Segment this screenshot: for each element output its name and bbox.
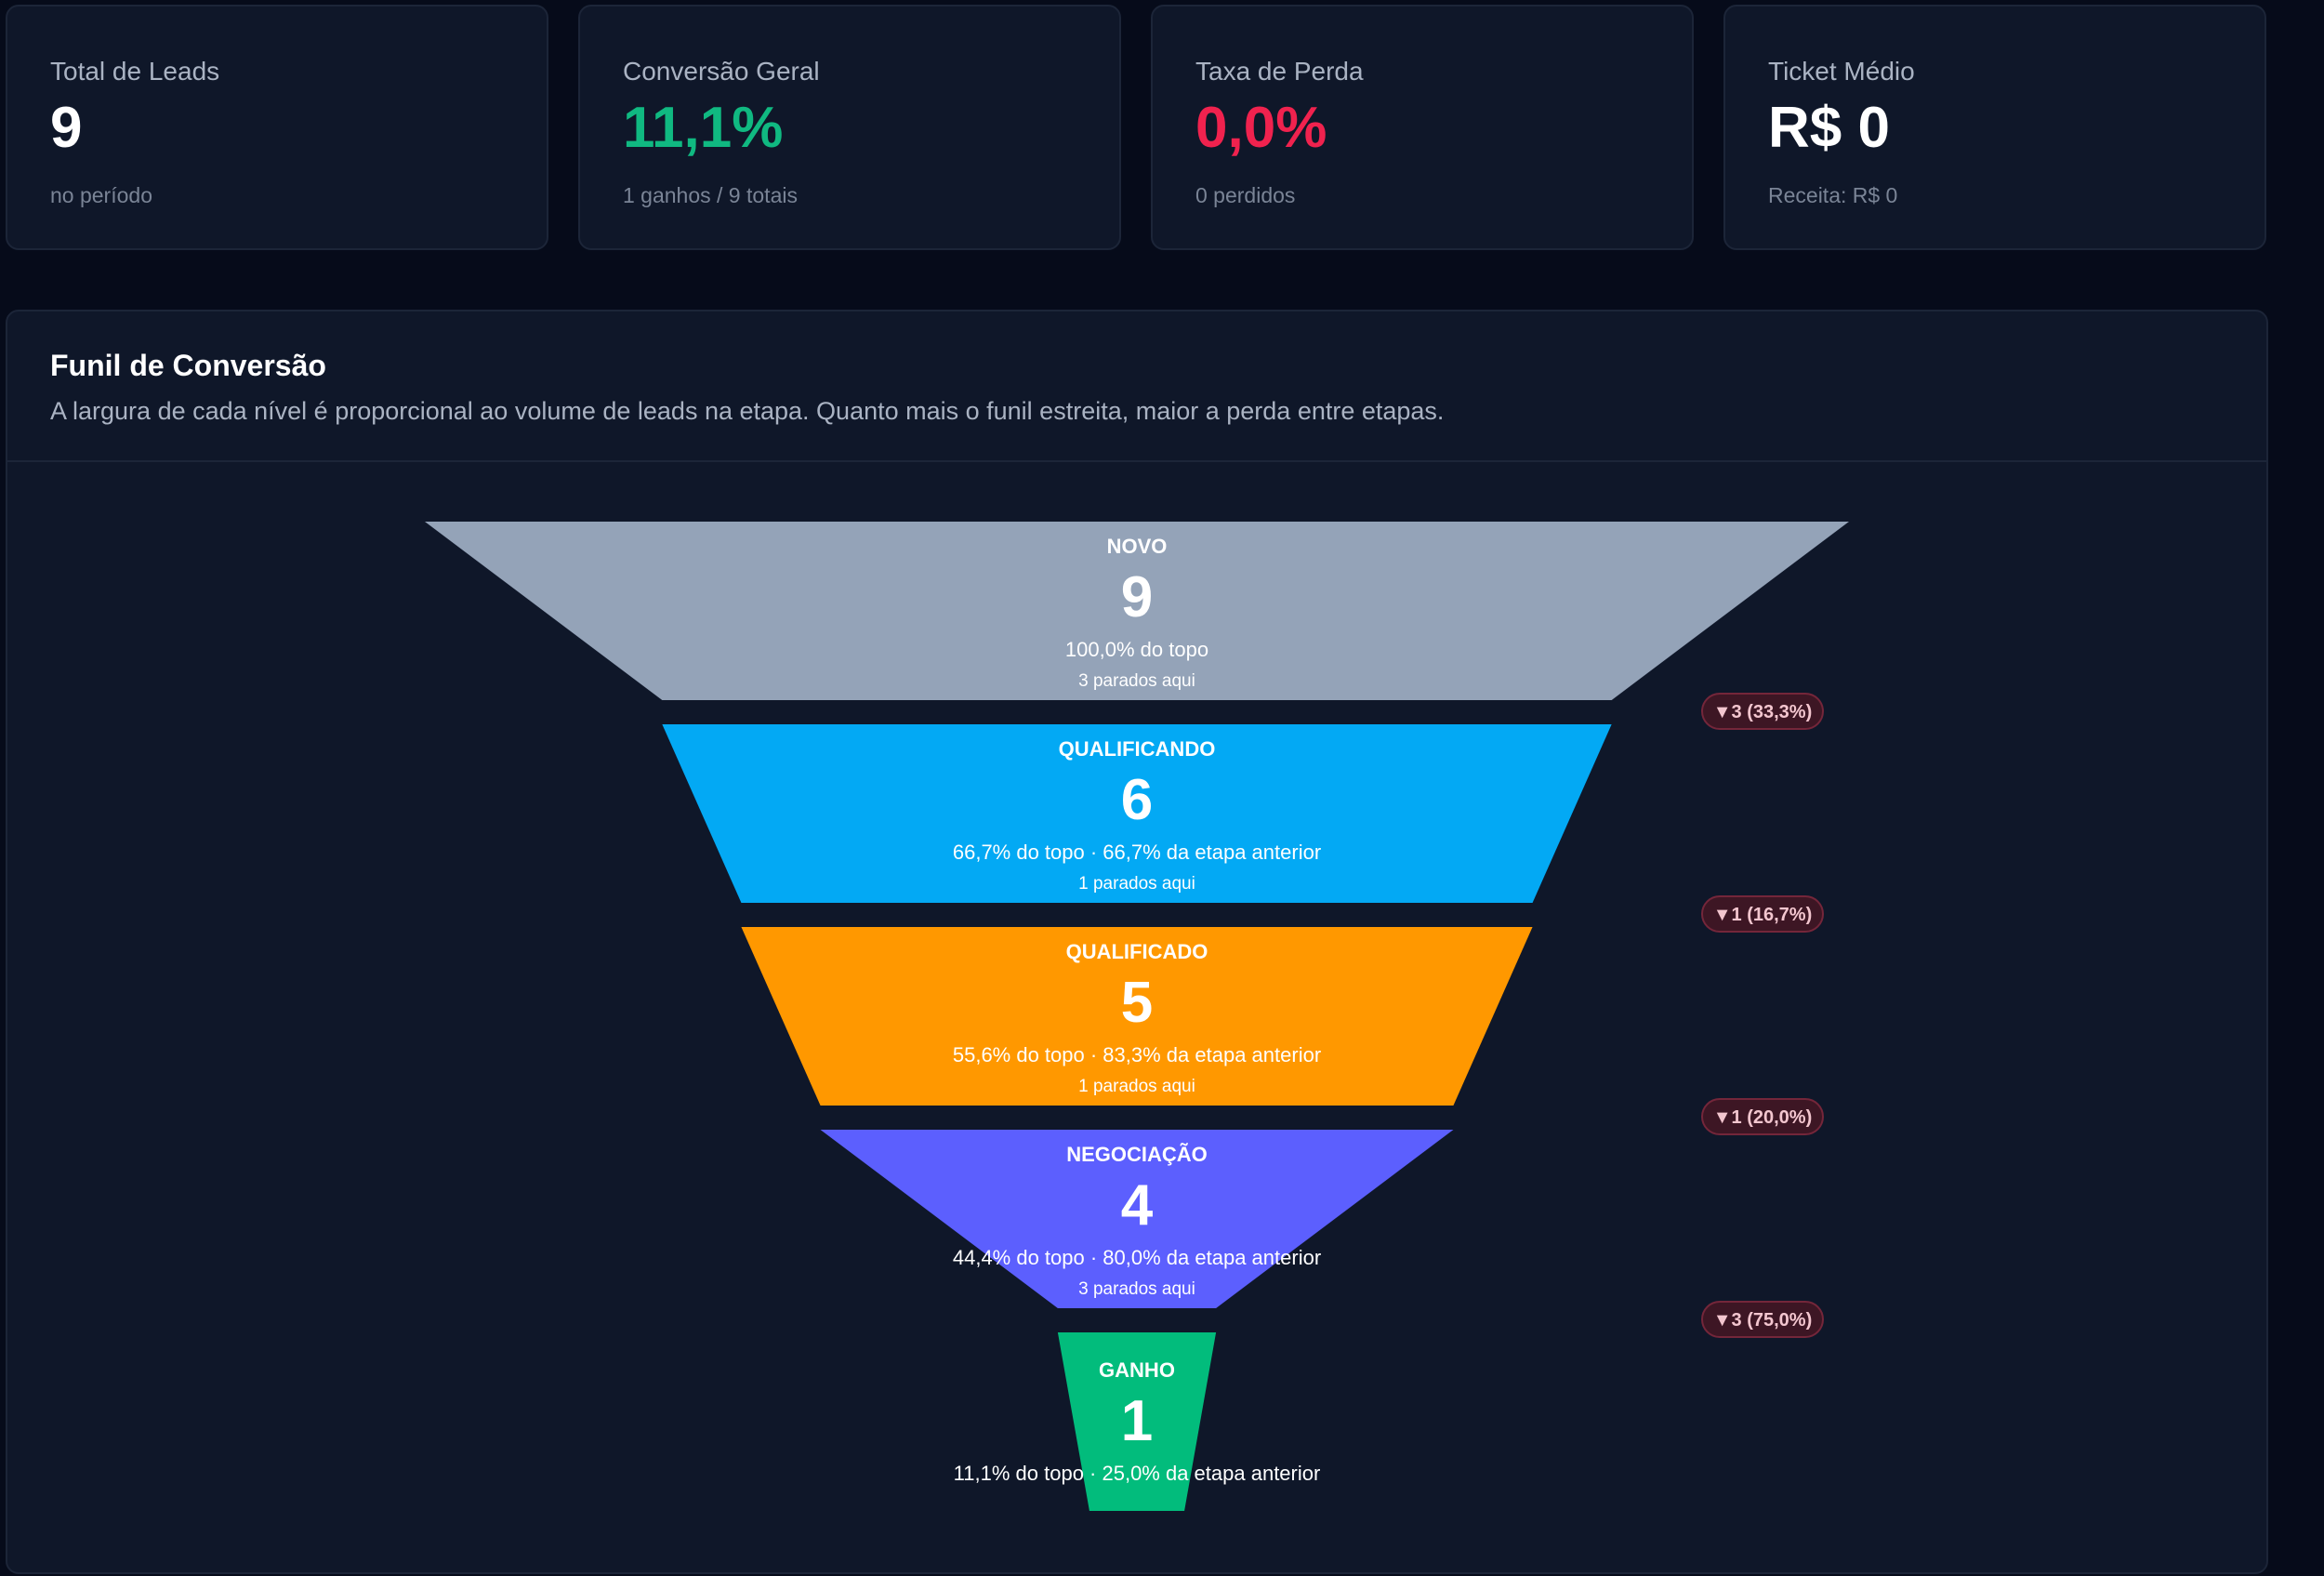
stage-name-label: QUALIFICANDO [1059, 737, 1216, 761]
kpi-label: Conversão Geral [623, 57, 820, 86]
funnel-stage-0 [425, 522, 1849, 700]
kpi-value: 11,1% [623, 96, 784, 160]
funnel-title: Funil de Conversão [50, 349, 326, 382]
kpi-label: Total de Leads [50, 57, 220, 86]
drop-badge [1701, 895, 1824, 933]
stage-name-label: NEGOCIAÇÃO [1066, 1143, 1208, 1166]
stage-count-value: 9 [1121, 565, 1153, 629]
kpi-sub: 0 perdidos [1195, 183, 1296, 207]
kpi-value: 0,0% [1195, 96, 1327, 160]
drop-badge [1701, 1098, 1824, 1135]
kpi-sub: Receita: R$ 0 [1768, 183, 1898, 207]
drop-badge [1701, 1301, 1824, 1338]
stage-count-value: 6 [1121, 768, 1153, 832]
stage-count-value: 1 [1121, 1389, 1153, 1453]
kpi-card-average-ticket: Ticket Médio R$ 0 Receita: R$ 0 [1723, 5, 2266, 250]
drop-badge-label: ▼3 (33,3%) [1713, 702, 1813, 722]
divider [7, 460, 2266, 462]
drop-badge-label: ▼1 (20,0%) [1713, 1107, 1813, 1128]
funnel-panel: Funil de Conversão A largura de cada nív… [6, 310, 2268, 1574]
stage-name-label: NOVO [1107, 535, 1168, 558]
stage-name-label: GANHO [1099, 1358, 1175, 1382]
funnel-description: A largura de cada nível é proporcional a… [50, 397, 1445, 425]
kpi-sub: 1 ganhos / 9 totais [623, 183, 798, 207]
funnel-stage-4 [1057, 1332, 1217, 1511]
kpi-sub: no período [50, 183, 152, 207]
kpi-label: Taxa de Perda [1195, 57, 1364, 86]
stage-count-value: 4 [1121, 1173, 1154, 1238]
drop-badge-label: ▼1 (16,7%) [1713, 905, 1813, 925]
kpi-card-conversion: Conversão Geral 11,1% 1 ganhos / 9 totai… [578, 5, 1121, 250]
kpi-card-total-leads: Total de Leads 9 no período [6, 5, 548, 250]
stage-stuck-label: 3 parados aqui [1078, 671, 1195, 691]
funnel-stage-2 [741, 927, 1533, 1106]
stage-name-label: QUALIFICADO [1066, 940, 1208, 963]
kpi-value: R$ 0 [1768, 96, 1890, 160]
stage-stuck-label: 1 parados aqui [1078, 1077, 1195, 1096]
stage-percentage-label: 55,6% do topo · 83,3% da etapa anterior [953, 1043, 1321, 1066]
stage-percentage-label: 100,0% do topo [1065, 638, 1208, 661]
stage-count-value: 5 [1121, 971, 1153, 1035]
drop-badge-label: ▼3 (75,0%) [1713, 1310, 1813, 1331]
funnel-chart: NOVO 9 100,0% do topo 3 parados aqui QUALIFI… [425, 522, 1849, 1511]
stage-percentage-label: 44,4% do topo · 80,0% da etapa anterior [953, 1246, 1321, 1269]
stage-percentage-label: 66,7% do topo · 66,7% da etapa anterior [953, 841, 1321, 864]
funnel-stage-1 [662, 724, 1612, 903]
kpi-label: Ticket Médio [1768, 57, 1915, 86]
kpi-value: 9 [50, 96, 83, 160]
kpi-card-loss-rate: Taxa de Perda 0,0% 0 perdidos [1151, 5, 1694, 250]
stage-stuck-label: 3 parados aqui [1078, 1279, 1195, 1299]
stage-stuck-label: 1 parados aqui [1078, 874, 1195, 894]
drop-badge [1701, 693, 1824, 730]
stage-percentage-label: 11,1% do topo · 25,0% da etapa anterior [954, 1462, 1321, 1485]
funnel-stage-3 [820, 1130, 1454, 1308]
kpi-row: Total de Leads 9 no período Conversão Ge… [6, 5, 2268, 252]
